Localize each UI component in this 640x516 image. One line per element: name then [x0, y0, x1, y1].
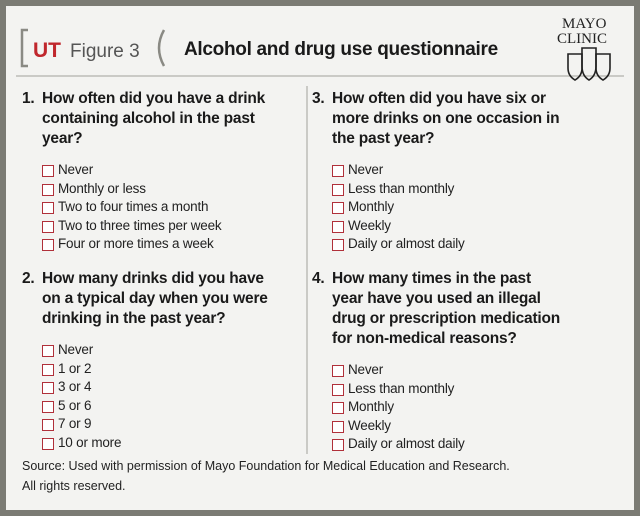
option-label: Never — [348, 162, 384, 177]
checkbox — [332, 202, 344, 214]
checkbox — [42, 437, 54, 450]
question-text: How many times in the past — [332, 270, 531, 287]
source-note: All rights reserved. — [22, 479, 126, 493]
option-label: 3 or 4 — [58, 379, 92, 394]
question-text: drinking in the past year? — [42, 310, 226, 327]
checkbox — [332, 165, 344, 177]
logo-text: MAYO — [562, 16, 607, 32]
checkbox — [42, 345, 54, 357]
option-label: Less than monthly — [348, 180, 455, 196]
question-text: year? — [42, 130, 83, 147]
checkbox — [42, 165, 54, 177]
option-label: Four or more times a week — [58, 236, 214, 251]
question-text: for non-medical reasons? — [332, 330, 517, 347]
question-number: 2. — [22, 270, 35, 287]
option-label: Monthly or less — [58, 180, 146, 196]
decor — [16, 28, 624, 454]
checkbox — [42, 183, 54, 196]
question-number: 4. — [312, 270, 325, 287]
panel: UT Figure 3 Alcohol and drug use questio… — [6, 6, 634, 510]
option-label: 5 or 6 — [58, 397, 92, 413]
logo-shields — [567, 47, 611, 81]
checkbox — [42, 382, 54, 394]
figure-label: Figure 3 — [70, 41, 140, 62]
question-text: the past year? — [332, 130, 435, 147]
question-text: on a typical day when you were — [42, 290, 268, 307]
option-label: 1 or 2 — [58, 360, 92, 376]
checkbox — [332, 183, 344, 196]
question-text: How often did you have six or — [332, 90, 546, 107]
question-number: 3. — [312, 90, 325, 107]
checkbox — [42, 202, 54, 214]
question-text: more drinks on one occasion in — [332, 110, 560, 127]
checkbox — [42, 400, 54, 413]
logo-text: CLINIC — [557, 31, 607, 47]
question-text: containing alcohol in the past — [42, 110, 255, 127]
question-text: How often did you have a drink — [42, 90, 266, 107]
option-label: 7 or 9 — [58, 416, 92, 431]
checkbox — [332, 239, 344, 251]
option-label: Weekly — [348, 217, 391, 233]
title: Alcohol and drug use questionnaire — [184, 39, 498, 60]
checkbox — [42, 363, 54, 376]
checkbox — [42, 239, 54, 251]
option-label: Daily or almost daily — [348, 236, 465, 251]
option-label: Two to four times a month — [58, 199, 209, 214]
checkbox — [42, 419, 54, 431]
checkbox — [332, 365, 344, 377]
checkbox — [332, 220, 344, 233]
option-label: Two to three times per week — [58, 217, 222, 233]
option-label: Less than monthly — [348, 380, 455, 396]
question-text: year have you used an illegal — [332, 290, 541, 307]
option-label: Monthly — [348, 399, 394, 414]
question-number: 1. — [22, 90, 35, 107]
checkbox — [332, 402, 344, 414]
option-label: Weekly — [348, 417, 391, 433]
option-label: Never — [348, 362, 384, 377]
source-note: Source: Used with permission of Mayo Fou… — [22, 459, 510, 473]
bracket — [157, 29, 166, 67]
checkbox — [332, 383, 344, 396]
bracket — [20, 28, 28, 68]
checkbox — [332, 420, 344, 433]
option-label: Monthly — [348, 199, 394, 214]
option-label: Never — [58, 342, 94, 357]
question-text: How many drinks did you have — [42, 270, 264, 287]
option-label: Daily or almost daily — [348, 436, 465, 451]
option-label: Never — [58, 162, 94, 177]
option-label: 10 or more — [58, 434, 122, 450]
checkbox — [42, 220, 54, 233]
checkbox — [332, 439, 344, 451]
question-text: drug or prescription medication — [332, 310, 561, 327]
ut-label: UT — [33, 39, 61, 62]
